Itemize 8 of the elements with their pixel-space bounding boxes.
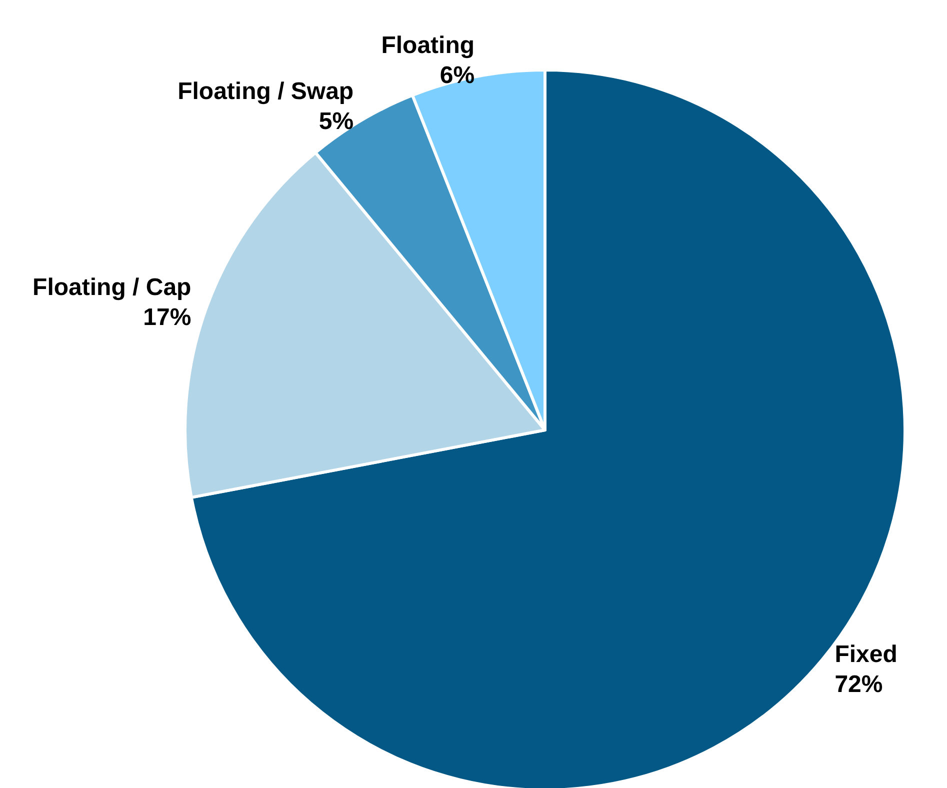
slice-label: Fixed: [834, 641, 898, 668]
slice-label: Floating / Swap: [178, 78, 354, 105]
data-label: 6%: [440, 62, 475, 90]
data-label: 72%: [834, 671, 883, 698]
slice-label: Floating / Cap: [32, 274, 192, 302]
slice-label: Floating: [381, 32, 475, 60]
data-label: 17%: [143, 304, 192, 332]
data-label: 5%: [318, 108, 354, 135]
